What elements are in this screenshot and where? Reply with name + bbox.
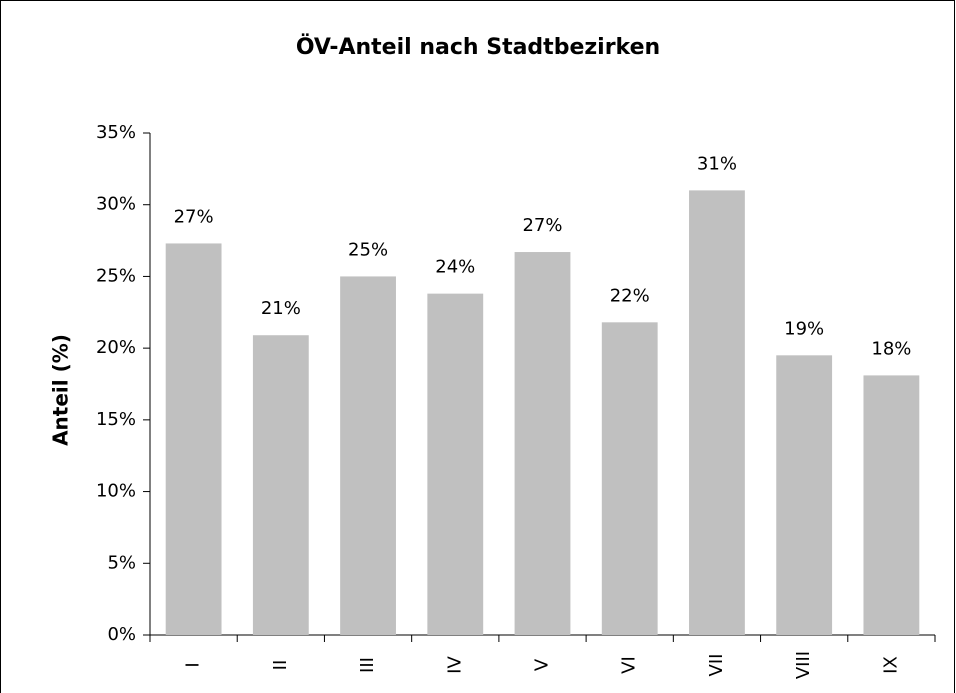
x-tick-label: VII xyxy=(706,654,727,677)
value-label: 18% xyxy=(871,338,911,359)
bar xyxy=(252,335,309,635)
y-tick-label: 15% xyxy=(96,409,136,430)
bar xyxy=(427,293,484,635)
y-tick-label: 25% xyxy=(96,265,136,286)
bar xyxy=(514,252,571,635)
y-tick-label: 30% xyxy=(96,194,136,215)
value-label: 19% xyxy=(784,318,824,339)
y-tick-label: 0% xyxy=(107,624,136,645)
value-label: 25% xyxy=(348,239,388,260)
value-label: 21% xyxy=(261,298,301,319)
y-axis-label: Anteil (%) xyxy=(49,334,73,446)
x-tick-label: VIII xyxy=(793,651,814,679)
y-tick-label: 10% xyxy=(96,481,136,502)
x-tick-label: II xyxy=(270,660,291,671)
bar xyxy=(863,375,920,635)
y-tick-label: 20% xyxy=(96,337,136,358)
value-label: 22% xyxy=(610,285,650,306)
bar xyxy=(165,243,222,635)
bar xyxy=(776,355,833,635)
bar xyxy=(340,276,396,635)
value-label: 31% xyxy=(697,153,737,174)
value-label: 27% xyxy=(522,215,562,236)
chart-title: ÖV-Anteil nach Stadtbezirken xyxy=(296,34,660,60)
bar xyxy=(689,190,745,635)
x-tick-label: I xyxy=(183,662,204,667)
value-label: 24% xyxy=(435,257,475,278)
x-tick-label: VI xyxy=(619,656,640,674)
bar xyxy=(601,322,658,635)
y-tick-label: 35% xyxy=(96,122,136,143)
x-tick-label: IX xyxy=(880,656,901,674)
x-tick-label: III xyxy=(357,657,378,673)
y-tick-label: 5% xyxy=(107,552,136,573)
value-label: 27% xyxy=(174,206,214,227)
x-tick-label: V xyxy=(532,658,553,671)
x-tick-label: IV xyxy=(444,656,465,674)
